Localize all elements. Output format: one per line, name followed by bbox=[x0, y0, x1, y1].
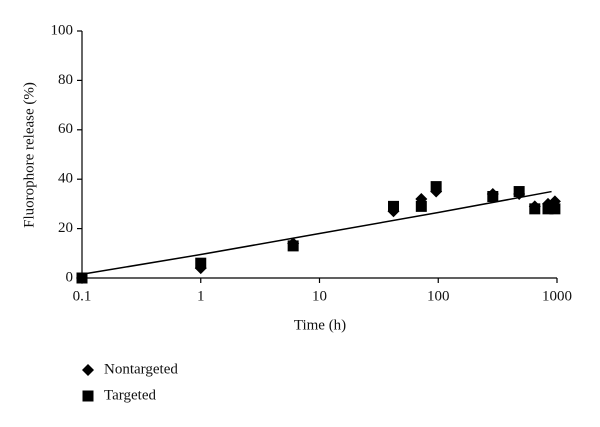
y-axis-label: Fluorophore release (%) bbox=[21, 82, 37, 228]
x-tick-label: 100 bbox=[427, 288, 450, 304]
data-point bbox=[487, 190, 499, 202]
x-tick-label: 1 bbox=[197, 288, 205, 304]
data-point bbox=[549, 203, 561, 215]
x-tick-label: 0.1 bbox=[73, 288, 92, 304]
y-tick-label: 20 bbox=[58, 220, 73, 236]
legend-marker bbox=[82, 364, 94, 376]
legend-label: Nontargeted bbox=[104, 361, 178, 377]
data-point bbox=[415, 200, 427, 212]
y-tick-label: 0 bbox=[66, 269, 74, 285]
x-axis-label: Time (h) bbox=[294, 317, 346, 333]
y-tick-label: 80 bbox=[58, 72, 73, 88]
legend-marker bbox=[82, 390, 94, 402]
data-point bbox=[529, 203, 541, 215]
x-tick-label: 10 bbox=[312, 288, 327, 304]
data-point bbox=[76, 272, 88, 284]
data-point bbox=[388, 200, 400, 212]
y-tick-label: 60 bbox=[58, 121, 73, 137]
fit-line bbox=[81, 190, 552, 276]
legend-label: Targeted bbox=[104, 387, 156, 403]
data-point bbox=[542, 203, 554, 215]
data-point bbox=[287, 240, 299, 252]
data-point bbox=[513, 186, 525, 198]
y-tick-label: 40 bbox=[58, 171, 73, 187]
y-tick-label: 100 bbox=[51, 22, 74, 38]
data-point bbox=[195, 257, 207, 269]
data-point bbox=[430, 181, 442, 193]
x-tick-label: 1000 bbox=[542, 288, 572, 304]
